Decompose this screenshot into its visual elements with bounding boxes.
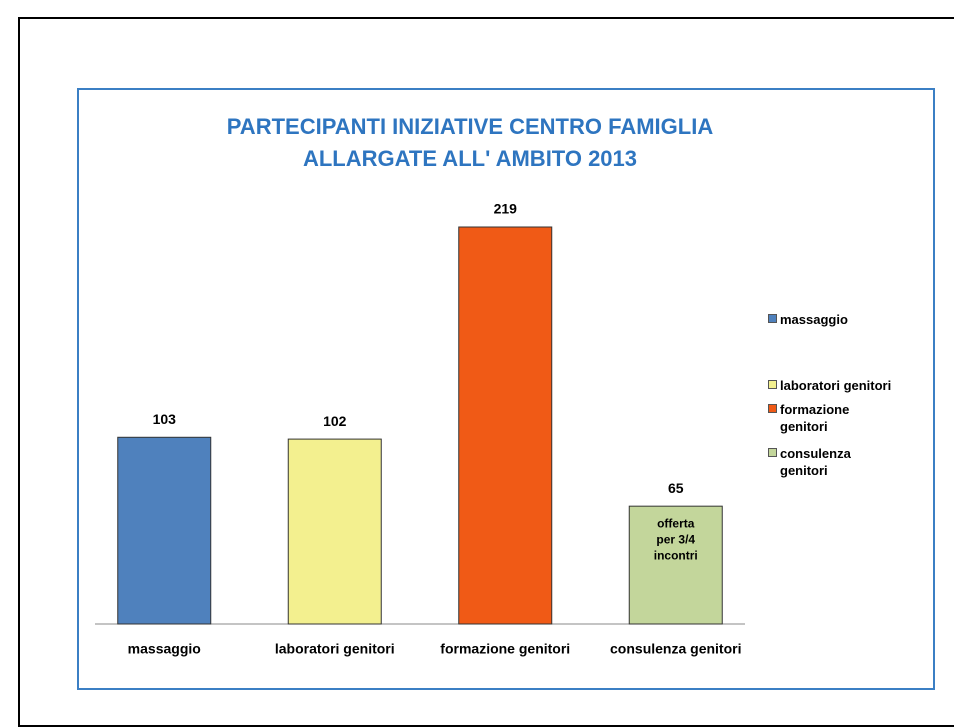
data-label: 65 <box>668 480 684 496</box>
legend-swatch <box>768 380 777 389</box>
annotation: per 3/4 <box>656 532 695 546</box>
bar <box>287 438 382 625</box>
bar <box>628 505 723 625</box>
annotation: offerta <box>657 516 695 530</box>
chart-title: ALLARGATE ALL' AMBITO 2013 <box>303 146 637 171</box>
annotation: incontri <box>654 548 698 562</box>
bar <box>117 436 212 625</box>
chart-title: PARTECIPANTI INIZIATIVE CENTRO FAMIGLIA <box>227 114 714 139</box>
legend-label: laboratori genitori <box>780 378 892 393</box>
x-tick-label: massaggio <box>128 641 201 657</box>
legend-label: massaggio <box>780 312 848 327</box>
legend-swatch <box>768 314 777 323</box>
x-tick-label: laboratori genitori <box>275 641 395 657</box>
x-tick-label: formazione genitori <box>440 641 570 657</box>
chart-frame <box>77 88 935 690</box>
legend-swatch <box>768 448 777 457</box>
bar <box>458 226 553 625</box>
legend-label: consulenza genitori <box>780 446 851 478</box>
x-tick-label: consulenza genitori <box>610 641 741 657</box>
legend-swatch <box>768 404 777 413</box>
data-label: 219 <box>494 201 518 217</box>
data-label: 102 <box>323 413 347 429</box>
data-label: 103 <box>153 411 177 427</box>
legend-label: formazione genitori <box>780 402 850 434</box>
